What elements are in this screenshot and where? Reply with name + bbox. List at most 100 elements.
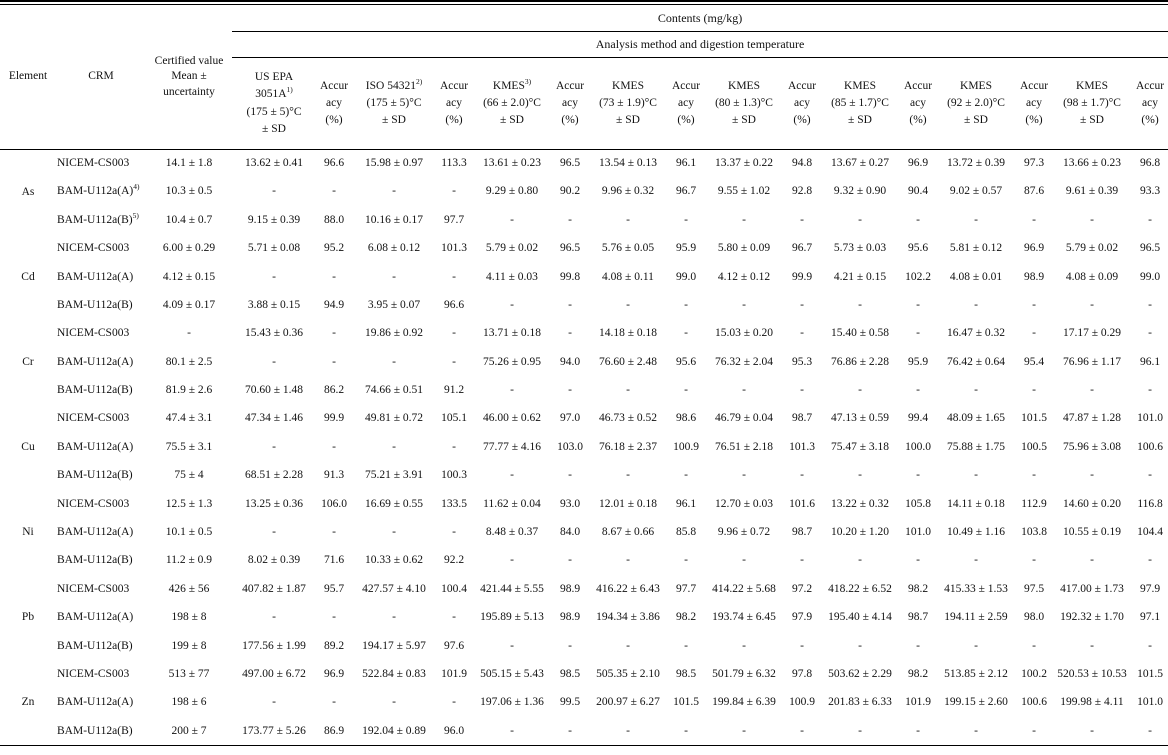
accuracy-cell: 100.6 [1021, 696, 1047, 709]
accuracy-cell: - [1148, 639, 1152, 652]
crm-cell: BAM-U112a(B) [56, 377, 146, 405]
certified-value-cell: 199 ± 8 [171, 639, 207, 652]
value-cell: 14.60 ± 0.20 [1062, 497, 1122, 510]
table-row: BAM-U112a(A) 4.12 ± 0.15 - - - - 4.11 ± 0.03 99… [0, 263, 1168, 291]
accuracy-header-line: acy [446, 96, 462, 109]
method-sd-label: ± SD [848, 114, 872, 127]
certified-value-cell: 6.00 ± 0.29 [162, 242, 216, 255]
accuracy-cell: 93.3 [1139, 185, 1161, 198]
value-cell: - [858, 724, 862, 737]
accuracy-header-line: Accur [555, 79, 585, 92]
value-cell: 13.66 ± 0.23 [1062, 157, 1122, 170]
value-cell: 10.16 ± 0.17 [364, 213, 424, 226]
value-cell: 9.96 ± 0.72 [717, 526, 771, 539]
accuracy-cell: 96.5 [559, 157, 581, 170]
crm-cell: NICEM-CS003 [56, 405, 146, 433]
method-temperature: (73 ± 1.9)°C [599, 96, 657, 109]
value-cell: - [742, 554, 746, 567]
accuracy-cell: 98.9 [559, 582, 581, 595]
accuracy-cell: 95.7 [323, 582, 345, 595]
accuracy-cell: 85.8 [675, 526, 697, 539]
accuracy-cell: 105.1 [441, 412, 467, 425]
method-name-line: KMES [937, 78, 1015, 95]
value-cell: - [858, 639, 862, 652]
value-cell: 4.21 ± 0.15 [833, 270, 887, 283]
accuracy-cell: 96.9 [907, 157, 929, 170]
value-cell: - [626, 298, 630, 311]
value-cell: 6.08 ± 0.12 [367, 242, 421, 255]
method-name: KMES [844, 79, 876, 92]
value-cell: 3.95 ± 0.07 [367, 298, 421, 311]
value-cell: 76.60 ± 2.48 [598, 355, 658, 368]
accuracy-cell: - [452, 327, 456, 340]
method-name: KMES [960, 79, 992, 92]
value-cell: 513.85 ± 2.12 [944, 667, 1008, 680]
accuracy-cell: 100.5 [1021, 440, 1047, 453]
value-cell: 9.61 ± 0.39 [1065, 185, 1119, 198]
accuracy-cell: 104.4 [1137, 526, 1163, 539]
crm-cell: BAM-U112a(B)5) [56, 206, 146, 234]
accuracy-header-line: acy [1142, 96, 1159, 109]
value-cell: - [858, 469, 862, 482]
method-column-header-1: ISO 543212) (175 ± 5)°C ± SD [352, 57, 436, 150]
accuracy-cell: 96.7 [791, 242, 813, 255]
accuracy-cell: 95.2 [323, 242, 345, 255]
value-cell: 5.71 ± 0.08 [247, 242, 301, 255]
table-row: BAM-U112a(B) 75 ± 4 68.51 ± 2.28 91.3 75.21 … [0, 462, 1168, 490]
accuracy-cell: 99.9 [323, 412, 345, 425]
accuracy-cell: 98.7 [907, 611, 929, 624]
method-name-line1: US EPA [254, 71, 294, 83]
value-cell: - [626, 724, 630, 737]
table-row: BAM-U112a(B) 4.09 ± 0.17 3.88 ± 0.15 94.9 3.… [0, 291, 1168, 319]
value-cell: 75.47 ± 3.18 [830, 440, 890, 453]
value-cell: 76.32 ± 2.04 [714, 355, 774, 368]
accuracy-header-line: (%) [677, 114, 695, 127]
accuracy-cell: - [916, 327, 920, 340]
value-cell: 10.49 ± 1.16 [946, 526, 1006, 539]
crm-name: BAM-U112a(A) [57, 440, 134, 453]
accuracy-cell: 98.9 [559, 611, 581, 624]
crm-cell: NICEM-CS003 [56, 320, 146, 348]
value-cell: 8.48 ± 0.37 [485, 526, 539, 539]
accuracy-cell: 98.0 [1023, 611, 1045, 624]
certified-value-cell: 12.5 ± 1.3 [165, 497, 213, 510]
crm-cell: BAM-U112a(A) [56, 433, 146, 461]
accuracy-cell: - [800, 213, 804, 226]
certified-value-cell: 10.1 ± 0.5 [165, 526, 213, 539]
value-cell: - [272, 185, 276, 198]
accuracy-cell: 102.2 [905, 270, 931, 283]
table-row: BAM-U112a(A) 75.5 ± 3.1 - - - - 77.77 ± 4.16 10… [0, 433, 1168, 461]
method-temperature: (175 ± 5)°C [366, 96, 422, 109]
accuracy-cell: 101.6 [789, 497, 815, 510]
accuracy-cell: - [568, 213, 572, 226]
crm-name: BAM-U112a(B) [57, 554, 133, 567]
accuracy-cell: 103.0 [557, 440, 583, 453]
value-cell: 407.82 ± 1.87 [242, 582, 306, 595]
accuracy-cell: - [1148, 298, 1152, 311]
value-cell: 13.67 ± 0.27 [830, 157, 890, 170]
value-cell: - [1090, 554, 1094, 567]
accuracy-cell: - [684, 639, 688, 652]
method-column-header-6: KMES (92 ± 2.0)°C ± SD [936, 57, 1016, 150]
value-cell: - [626, 554, 630, 567]
certified-value-cell: 200 ± 7 [171, 724, 207, 737]
accuracy-cell: 97.3 [1023, 157, 1045, 170]
value-cell: - [272, 696, 276, 709]
crm-name: BAM-U112a(A) [57, 526, 134, 539]
value-cell: - [392, 270, 396, 283]
crm-cell: BAM-U112a(B) [56, 462, 146, 490]
accuracy-cell: - [684, 384, 688, 397]
value-cell: 13.37 ± 0.22 [714, 157, 774, 170]
crm-cell: BAM-U112a(A) [56, 263, 146, 291]
value-cell: 5.79 ± 0.02 [1065, 242, 1119, 255]
accuracy-cell: 100.2 [1021, 667, 1047, 680]
accuracy-cell: 99.4 [907, 412, 929, 425]
accuracy-cell: 101.9 [905, 696, 931, 709]
value-cell: 46.00 ± 0.62 [482, 412, 542, 425]
value-cell: - [510, 554, 514, 567]
value-cell: - [626, 213, 630, 226]
accuracy-cell: 99.0 [1139, 270, 1161, 283]
value-cell: - [858, 384, 862, 397]
accuracy-cell: 97.0 [559, 412, 581, 425]
